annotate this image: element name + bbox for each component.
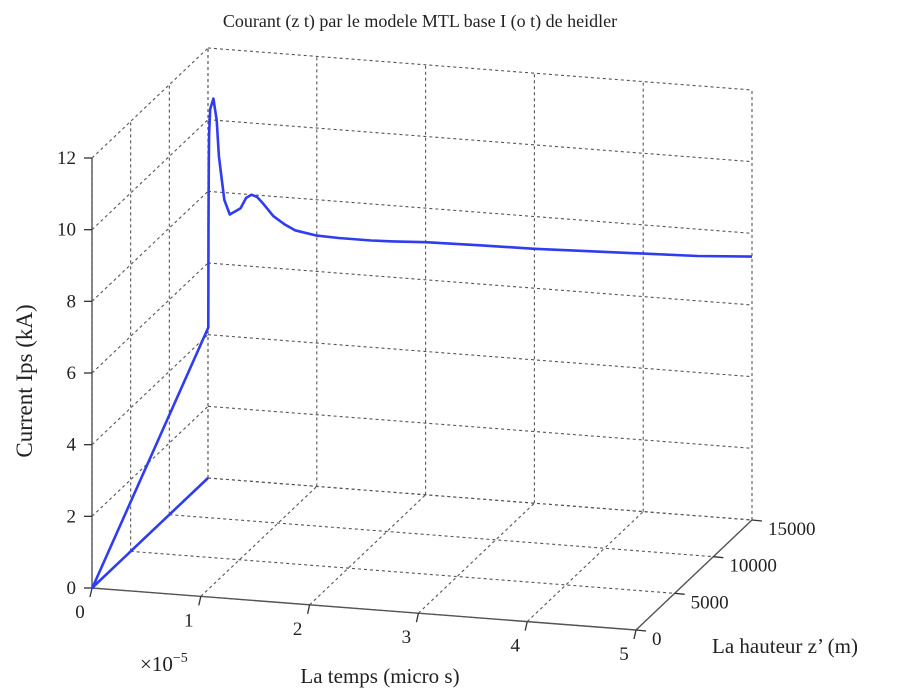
side-wall-grid-line-z [91, 190, 209, 302]
x-tick-label: 1 [184, 610, 194, 631]
z-tick-label: 6 [67, 363, 77, 384]
y-tick-label: 0 [652, 629, 662, 650]
side-wall-grid-line-z [91, 262, 209, 374]
x-tick-mark [198, 596, 202, 606]
back-wall-grid-line-z [207, 190, 753, 234]
back-wall-grid-line-z [207, 405, 753, 449]
x-axis-exponent: ×10−5 [140, 651, 188, 676]
floor-grid-line-x [309, 494, 426, 606]
y-tick-label: 5000 [691, 592, 729, 613]
y-tick-mark [674, 592, 685, 595]
z-tick-label: 10 [57, 220, 76, 241]
x-tick-mark [415, 613, 420, 623]
z-tick-label: 0 [67, 578, 77, 599]
series-line-0 [90, 97, 753, 590]
y-tick-label: 15000 [768, 519, 816, 540]
side-wall-grid-line-z [91, 119, 209, 231]
side-wall-grid-line-z [91, 334, 209, 446]
axes [84, 157, 763, 640]
back-wall-grid-line-z [207, 334, 753, 378]
y-tick-label: 10000 [729, 556, 777, 577]
y-axis-line [635, 519, 753, 631]
y-tick-mark [713, 556, 724, 559]
x-axis-exponent-power: −5 [173, 651, 188, 666]
floor-grid-line-y [169, 514, 714, 558]
back-wall-grid-line-z [207, 262, 753, 306]
x-tick-mark [306, 604, 311, 614]
z-tick-label: 12 [57, 148, 76, 169]
y-axis-label: La hauteur z’ (m) [712, 634, 858, 658]
x-tick-label: 3 [402, 627, 412, 648]
x-axis-exponent-base: ×10 [140, 652, 173, 676]
side-wall-grid-line-z [91, 47, 209, 159]
chart-title: Courant (z t) par le modele MTL base I (… [223, 11, 617, 32]
y-tick-mark [751, 519, 763, 522]
x-tick-mark [89, 587, 93, 598]
x-tick-mark [633, 629, 637, 640]
z-tick-label: 8 [67, 291, 77, 312]
x-axis-line [91, 587, 637, 631]
floor-grid-line-x [418, 502, 535, 614]
x-tick-mark [524, 621, 528, 631]
x-tick-label: 2 [293, 619, 303, 640]
back-wall-grid-line-z [207, 119, 753, 163]
series-layer [90, 97, 753, 590]
z-tick-label: 4 [67, 435, 77, 456]
x-tick-label: 5 [619, 644, 629, 665]
z-axis-label: Current Ips (kA) [12, 304, 37, 457]
back-wall-grid-line-z [207, 47, 753, 91]
floor-grid-line-x [200, 486, 318, 597]
x-tick-label: 0 [75, 602, 85, 623]
y-tick-mark [635, 629, 647, 632]
x-axis-label: La temps (micro s) [300, 664, 459, 688]
grid [91, 47, 753, 631]
x-tick-label: 4 [510, 636, 520, 657]
z-tick-label: 2 [67, 506, 77, 527]
back-wall-grid-line-z [207, 477, 753, 521]
floor-grid-line-y [130, 550, 675, 594]
floor-grid-line-x [526, 511, 644, 622]
